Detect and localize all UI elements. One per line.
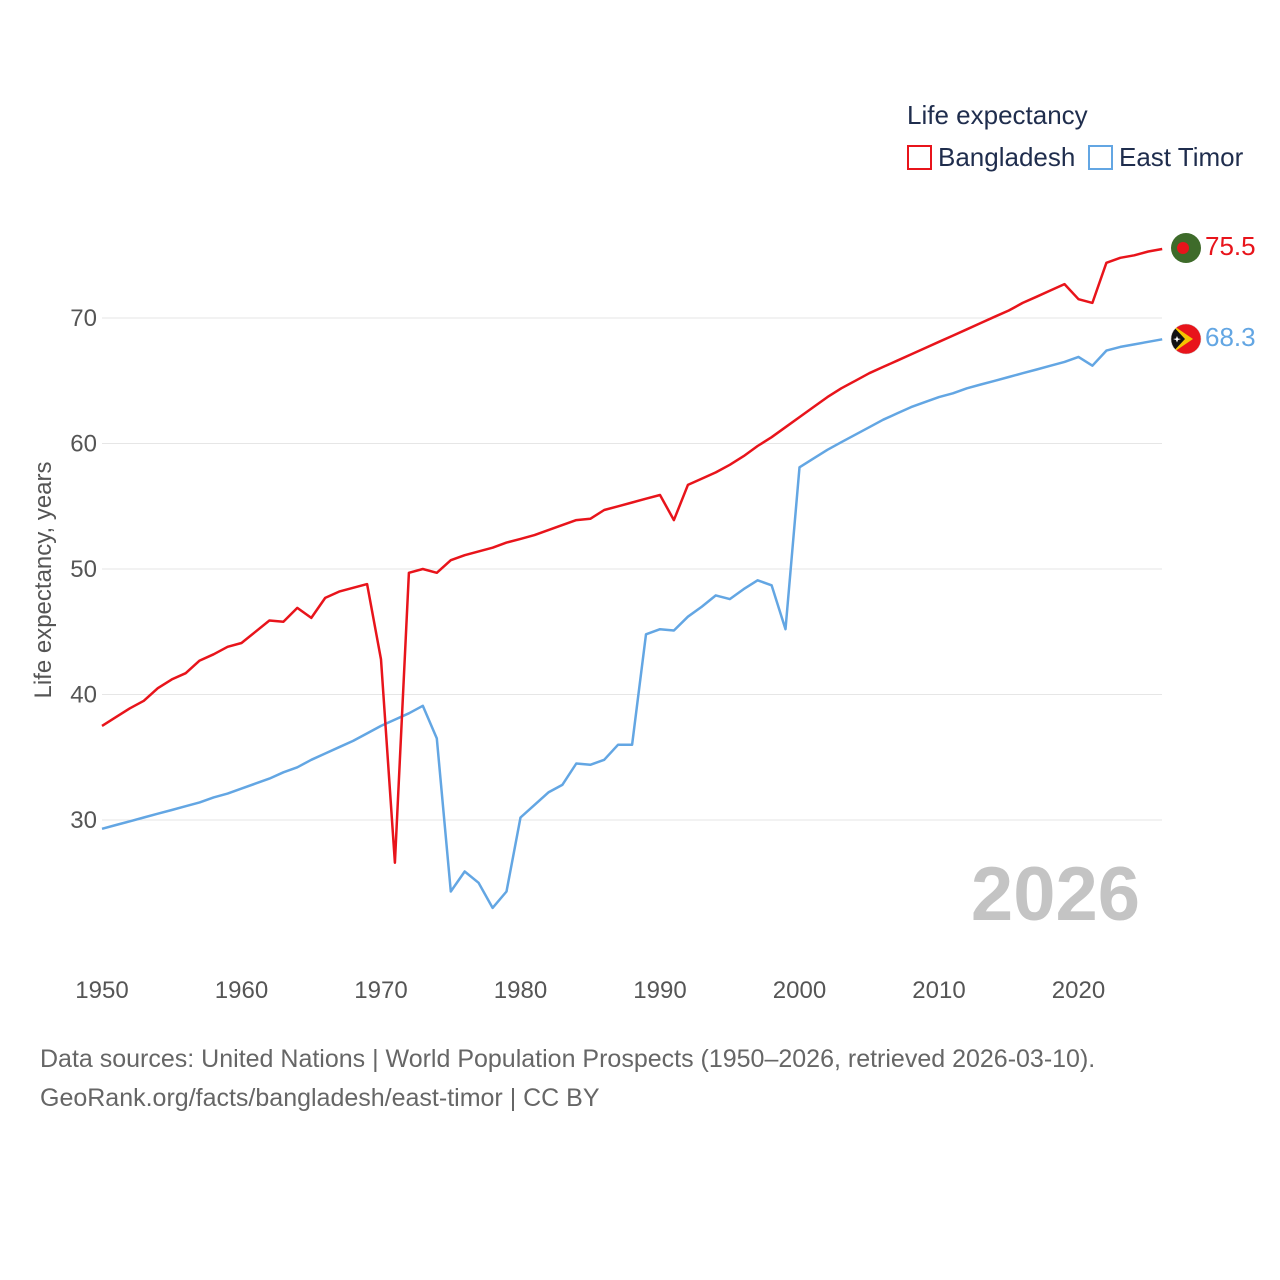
legend: Life expectancy Bangladesh East Timor xyxy=(907,100,1244,172)
y-tick-60: 60 xyxy=(70,431,97,458)
x-tick-1980: 1980 xyxy=(494,977,547,1004)
year-label: 2026 xyxy=(971,852,1140,937)
east-timor-end-value: 68.3 xyxy=(1205,322,1256,352)
x-tick-1970: 1970 xyxy=(354,977,407,1004)
legend-label-east-timor: East Timor xyxy=(1119,142,1244,172)
y-tick-50: 50 xyxy=(70,556,97,583)
y-tick-30: 30 xyxy=(70,807,97,834)
east-timor-swatch xyxy=(1088,145,1113,170)
bangladesh-end-value: 75.5 xyxy=(1205,231,1256,261)
series-line-east-timor xyxy=(101,338,1163,910)
y-axis-ticks: 30 40 50 60 70 xyxy=(70,305,97,834)
footer: Data sources: United Nations | World Pop… xyxy=(40,1040,1260,1118)
x-tick-1990: 1990 xyxy=(633,977,686,1004)
legend-item-bangladesh[interactable]: Bangladesh xyxy=(907,142,1075,172)
x-tick-2000: 2000 xyxy=(773,977,826,1004)
grid-lines xyxy=(102,317,1162,821)
y-tick-40: 40 xyxy=(70,682,97,709)
bangladesh-flag-icon xyxy=(1171,233,1201,263)
legend-title: Life expectancy xyxy=(907,100,1088,130)
series-lines xyxy=(101,247,1163,910)
legend-label-bangladesh: Bangladesh xyxy=(938,142,1075,172)
data-source-text: Data sources: United Nations | World Pop… xyxy=(40,1045,1096,1073)
source-link[interactable]: GeoRank.org/facts/bangladesh/east-timor … xyxy=(40,1084,600,1112)
y-axis-label: Life expectancy, years xyxy=(30,461,57,698)
legend-item-east-timor[interactable]: East Timor xyxy=(1088,142,1244,172)
x-axis-ticks: 1950 1960 1970 1980 1990 2000 2010 2020 xyxy=(75,977,1105,1004)
bangladesh-swatch xyxy=(907,145,932,170)
x-tick-2020: 2020 xyxy=(1052,977,1105,1004)
x-tick-2010: 2010 xyxy=(912,977,965,1004)
east-timor-flag-icon xyxy=(1170,323,1202,355)
life-expectancy-chart: 30 40 50 60 70 1950 1960 1970 1980 1990 2000 2010 2… xyxy=(30,100,1256,1004)
x-tick-1960: 1960 xyxy=(215,977,268,1004)
x-tick-1950: 1950 xyxy=(75,977,128,1004)
series-line-bangladesh xyxy=(101,247,1163,864)
y-tick-70: 70 xyxy=(70,305,97,332)
